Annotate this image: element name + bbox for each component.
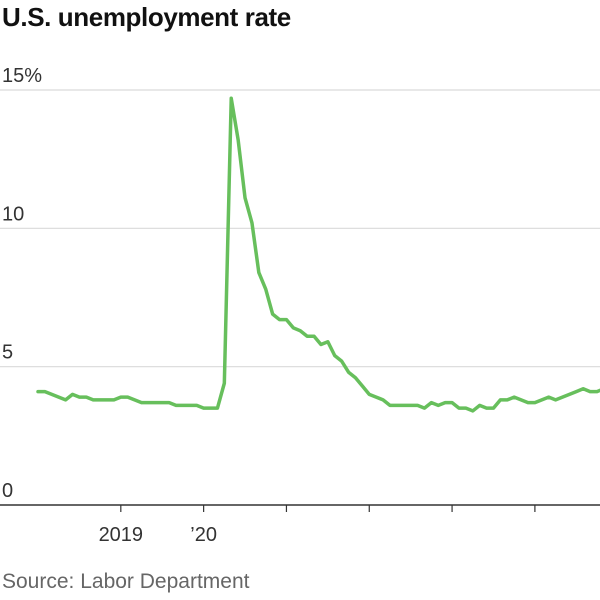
x-tick-label: ’20 [190,524,217,546]
x-tick-label: 2019 [99,524,144,546]
source-note: Source: Labor Department [2,570,250,593]
chart-title: U.S. unemployment rate [2,2,291,32]
y-tick-label: 0 [2,480,13,502]
series-line [36,96,600,413]
series-lines [36,96,600,413]
gridlines [0,89,600,368]
y-axis-ticks: 0 5 10 15% [2,65,42,502]
y-tick-label: 10 [2,203,24,225]
x-axis: 2019 ’20 [0,504,600,546]
y-tick-label: 5 [2,342,13,364]
y-tick-label: 15% [2,65,42,87]
